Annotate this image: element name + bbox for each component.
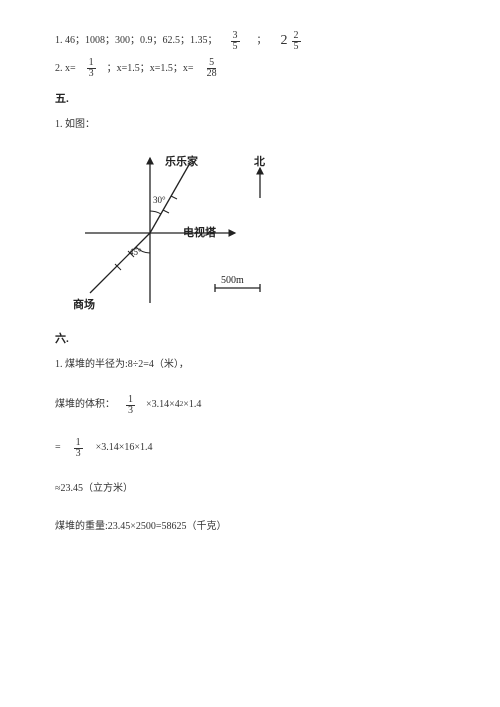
vol-expr1b: ×1.4 [183,397,201,413]
mixed-2-2-5: 2 2 5 [281,30,304,52]
frac-den: 3 [74,449,83,459]
frac-den: 28 [205,69,219,79]
frac-den: 3 [126,406,135,416]
scale-label: 500m [221,275,244,286]
weight-line: 煤堆的重量:23.45×2500=58625（千克） [55,519,455,535]
section-6-item1: 1. 煤堆的半径为:8÷2=4（米）， [55,357,455,373]
line1-prefix: 1. 46；1008；300；0.9；62.5；1.35； [55,33,218,49]
mixed-frac: 2 5 [292,31,301,52]
frac-3-5: 3 5 [231,31,240,52]
frac-1-3: 1 3 [87,58,96,79]
frac-den: 5 [231,42,240,52]
direction-diagram: 乐乐家 北 30° 电视塔 45° 商场 500m [65,143,295,313]
vol-label: 煤堆的体积： [55,397,115,413]
frac-den: 5 [292,42,301,52]
angle-45: 45° [129,247,142,257]
volume-line-2: = 1 3 ×3.14×16×1.4 [55,438,455,459]
section-5-item1: 1. 如图： [55,117,455,133]
line2-mid: ；x=1.5；x=1.5；x= [107,61,194,77]
label-tower: 电视塔 [183,225,217,239]
answer-line-1: 1. 46；1008；300；0.9；62.5；1.35； 3 5 ； 2 2 … [55,30,455,52]
section-5-head: 五. [55,91,455,109]
line2-prefix: 2. x= [55,61,76,77]
volume-line-1: 煤堆的体积： 1 3 ×3.14×42×1.4 [55,395,455,416]
frac-num: 1 [74,438,83,449]
eq: = [55,440,61,456]
frac-den: 3 [87,69,96,79]
vol-expr1a: ×3.14×4 [146,397,180,413]
label-north: 北 [254,154,265,168]
label-mall: 商场 [73,297,95,311]
frac-5-28: 5 28 [205,58,219,79]
frac-1-3: 1 3 [126,395,135,416]
mixed-whole: 2 [281,30,288,52]
angle-30: 30° [153,195,166,205]
frac-num: 1 [126,395,135,406]
diagram-container: 乐乐家 北 30° 电视塔 45° 商场 500m [65,143,455,319]
section-6-head: 六. [55,331,455,349]
vol-expr2: ×3.14×16×1.4 [96,440,153,456]
label-home: 乐乐家 [165,154,199,168]
line1-sep: ； [257,33,267,49]
answer-line-2: 2. x= 1 3 ；x=1.5；x=1.5；x= 5 28 [55,58,455,79]
frac-1-3: 1 3 [74,438,83,459]
volume-approx: ≈23.45（立方米） [55,481,455,497]
